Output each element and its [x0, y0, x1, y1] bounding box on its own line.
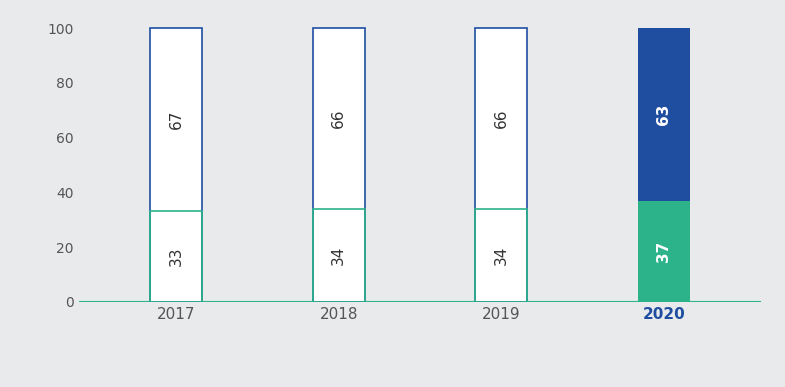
Text: 67: 67: [169, 110, 184, 130]
Bar: [150, 212, 202, 302]
Text: 37: 37: [656, 241, 671, 262]
Bar: [475, 209, 528, 302]
Bar: [312, 209, 365, 302]
Text: 34: 34: [494, 246, 509, 265]
Text: 66: 66: [494, 109, 509, 128]
Text: 33: 33: [169, 247, 184, 266]
Bar: [150, 28, 202, 302]
Bar: [475, 28, 528, 302]
Text: 63: 63: [656, 104, 671, 125]
Text: 66: 66: [331, 109, 346, 128]
Bar: [638, 200, 690, 302]
Bar: [638, 28, 690, 200]
Text: 34: 34: [331, 246, 346, 265]
Bar: [312, 28, 365, 302]
